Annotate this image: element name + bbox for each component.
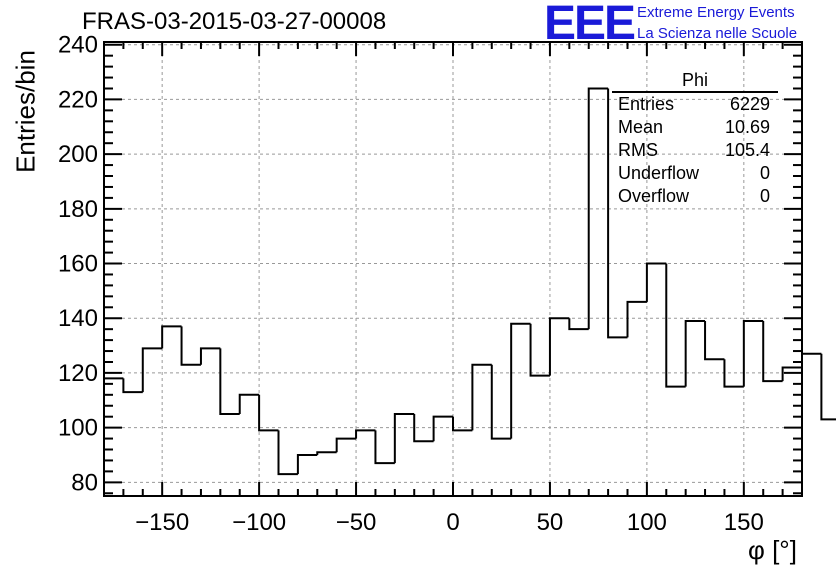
histogram-bin xyxy=(548,317,570,376)
stats-title: Phi xyxy=(612,70,778,93)
y-tick-label: 160 xyxy=(58,251,98,278)
histogram-bin xyxy=(296,453,318,475)
stats-row-rms: RMS 105.4 xyxy=(612,139,778,162)
x-tick-label: 150 xyxy=(724,509,764,536)
axis-ticks xyxy=(103,42,803,496)
histogram-bin xyxy=(219,348,240,415)
histogram-bin xyxy=(762,320,783,383)
histogram-bin xyxy=(684,319,706,387)
histogram-bin xyxy=(355,429,376,439)
histogram-bin xyxy=(781,366,802,382)
stats-value: 0 xyxy=(759,163,770,183)
histogram-bin xyxy=(180,326,201,366)
y-tick-label: 140 xyxy=(58,305,98,332)
histogram-bin xyxy=(607,88,628,339)
stats-label: RMS xyxy=(618,140,658,160)
histogram-bin xyxy=(432,415,453,442)
stats-value: 0 xyxy=(759,186,770,206)
histogram-bin xyxy=(529,323,550,377)
stats-label: Underflow xyxy=(618,163,700,183)
histogram-bin xyxy=(141,347,163,393)
x-axis-label: φ [°] xyxy=(748,535,797,565)
histogram-bin xyxy=(490,364,512,440)
histogram-bin xyxy=(471,363,492,431)
y-tick-label: 100 xyxy=(58,415,98,442)
stats-value: 10.69 xyxy=(724,117,770,137)
stats-label: Overflow xyxy=(618,186,690,206)
histogram-bin xyxy=(238,393,260,414)
histogram-bin xyxy=(413,413,434,443)
stats-row-overflow: Overflow 0 xyxy=(612,185,778,208)
histogram-bin xyxy=(316,451,337,455)
histogram-bin xyxy=(723,359,744,388)
histogram-bin xyxy=(568,318,589,331)
y-axis-label: Entries/bin xyxy=(10,50,41,173)
histogram-bin xyxy=(335,437,357,453)
histogram-bin xyxy=(103,377,124,496)
eee-logo: EEE xyxy=(544,0,636,50)
x-tick-label: −50 xyxy=(336,509,377,536)
histogram-bin xyxy=(820,353,836,421)
histogram-bin xyxy=(161,325,182,349)
axis-tick-labels: −150 −100 −50 0 50 100 150 80 100 120 140 160 180 200… xyxy=(58,32,764,536)
chart-title: FRAS-03-2015-03-27-00008 xyxy=(82,8,387,35)
stats-row-underflow: Underflow 0 xyxy=(612,162,778,185)
x-tick-label: 0 xyxy=(446,509,459,536)
x-tick-label: 100 xyxy=(627,509,667,536)
stats-value: 105.4 xyxy=(724,140,770,160)
histogram-bin xyxy=(258,394,279,432)
histogram-bin xyxy=(704,320,725,361)
histogram-bin xyxy=(801,352,822,368)
histogram-bin xyxy=(122,378,143,394)
histogram-bin xyxy=(199,347,221,365)
y-tick-label: 220 xyxy=(58,86,98,113)
histogram-bin xyxy=(452,416,473,432)
y-tick-label: 240 xyxy=(58,32,98,59)
y-tick-label: 120 xyxy=(58,360,98,387)
stats-row-mean: Mean 10.69 xyxy=(612,116,778,139)
histogram-bin xyxy=(510,322,531,439)
stats-label: Mean xyxy=(618,117,664,137)
logo-text-line2: La Scienza nelle Scuole xyxy=(637,25,798,42)
histogram-bin xyxy=(393,412,415,464)
stats-row-entries: Entries 6229 xyxy=(612,93,778,116)
y-tick-label: 80 xyxy=(71,469,98,496)
histogram-bin xyxy=(374,430,395,465)
x-tick-label: −150 xyxy=(135,509,189,536)
stats-box: Phi Entries 6229 Mean 10.69 RMS 105.4 Un… xyxy=(612,70,778,208)
histogram-bin xyxy=(742,319,764,387)
y-tick-label: 180 xyxy=(58,196,98,223)
histogram-bin xyxy=(626,300,647,338)
histogram-bin xyxy=(277,430,298,476)
logo-text-line1: Extreme Energy Events xyxy=(637,4,795,21)
x-tick-label: −100 xyxy=(232,509,286,536)
histogram-bin xyxy=(587,87,609,330)
x-tick-label: 50 xyxy=(537,509,564,536)
y-tick-label: 200 xyxy=(58,141,98,168)
histogram-bin xyxy=(665,263,686,388)
histogram-bin xyxy=(645,262,667,302)
stats-label: Entries xyxy=(618,94,675,114)
stats-value: 6229 xyxy=(729,94,770,114)
